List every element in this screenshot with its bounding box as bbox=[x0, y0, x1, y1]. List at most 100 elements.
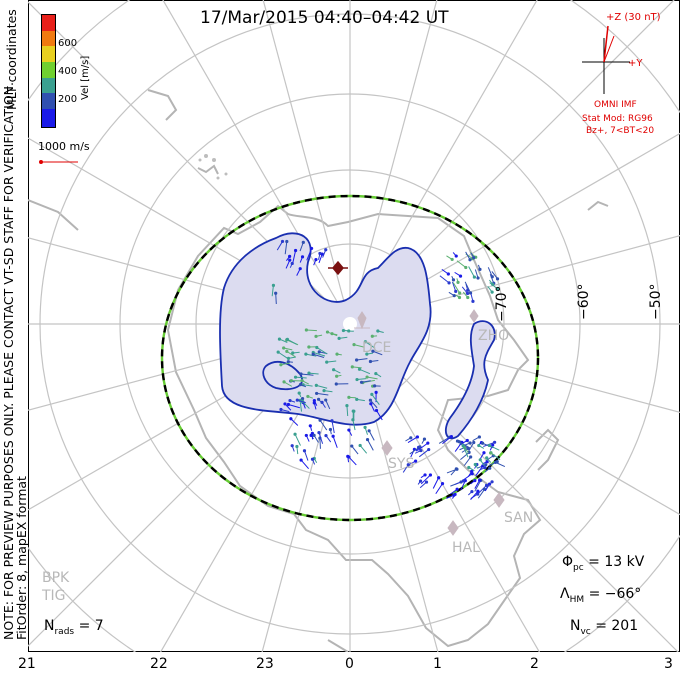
vector-line bbox=[470, 490, 479, 500]
lat-label-50: −50° bbox=[648, 283, 664, 320]
vector-line bbox=[452, 494, 456, 499]
vector-line bbox=[299, 400, 303, 412]
colorbar-title: Vel [m/s] bbox=[80, 55, 91, 100]
vector-line bbox=[446, 255, 453, 260]
vector-line bbox=[372, 350, 383, 356]
vector-line bbox=[302, 402, 306, 409]
stat-n-rads-value: = 7 bbox=[78, 618, 104, 634]
vector-line bbox=[289, 263, 293, 268]
vector-line bbox=[276, 241, 283, 251]
vector-line bbox=[290, 418, 299, 426]
mlt-tick-21: 21 bbox=[18, 656, 36, 672]
vector-line bbox=[495, 461, 506, 468]
vector-line bbox=[284, 241, 288, 255]
vector-line bbox=[470, 293, 474, 302]
vector-line bbox=[366, 376, 378, 380]
vector-line bbox=[336, 374, 342, 377]
vector-line bbox=[479, 459, 485, 466]
vector-line bbox=[286, 350, 296, 358]
vector-line bbox=[489, 444, 494, 451]
vector-origin bbox=[274, 291, 278, 295]
vector-line bbox=[310, 435, 314, 440]
vector-line bbox=[303, 384, 313, 387]
mlt-meridian bbox=[349, 323, 439, 652]
vector-line bbox=[291, 445, 295, 452]
vector-line bbox=[467, 471, 473, 478]
vector-line bbox=[462, 473, 473, 481]
vector-line bbox=[301, 380, 309, 385]
mlt-meridian bbox=[349, 323, 680, 516]
coastlines bbox=[28, 89, 609, 652]
mlt-meridian bbox=[349, 234, 680, 325]
vector-line bbox=[452, 252, 457, 257]
vector-line bbox=[300, 384, 307, 388]
vector-line bbox=[323, 390, 333, 393]
vector-line bbox=[368, 430, 375, 441]
velocity-vectors bbox=[271, 239, 506, 500]
mlt-meridian bbox=[349, 132, 680, 325]
vector-line bbox=[296, 268, 301, 276]
radar-label-hal: HAL bbox=[452, 540, 480, 556]
radar-sites bbox=[354, 309, 505, 536]
stat-n-rads: Nrads = 7 bbox=[44, 618, 104, 637]
vector-line bbox=[459, 441, 471, 449]
vector-line bbox=[405, 437, 412, 442]
vector-line bbox=[482, 461, 488, 465]
vector-origin bbox=[285, 239, 289, 244]
vector-line bbox=[318, 399, 323, 404]
radar-label-bpk: BPK bbox=[42, 570, 70, 586]
vector-line bbox=[460, 451, 470, 460]
vector-line bbox=[470, 252, 475, 258]
vector-line bbox=[351, 445, 359, 455]
vector-line bbox=[468, 467, 475, 472]
vector-line bbox=[306, 329, 317, 332]
vector-line bbox=[367, 439, 374, 451]
imf-stat-model: Stat Mod: RG96 bbox=[582, 114, 653, 124]
vector-line bbox=[465, 251, 471, 261]
preview-note-line2: FitOrder: 8, mapEX format bbox=[14, 476, 29, 640]
vector-line bbox=[352, 366, 362, 369]
vector-line bbox=[325, 435, 332, 443]
colorbar-segment bbox=[42, 77, 55, 94]
vector-line bbox=[489, 274, 495, 284]
vector-line bbox=[305, 353, 317, 357]
mlt-meridian bbox=[262, 0, 351, 325]
vector-line bbox=[460, 480, 466, 491]
vector-line bbox=[315, 334, 323, 337]
imf-clock-dial bbox=[582, 25, 630, 94]
vector-line bbox=[467, 442, 475, 453]
vector-line bbox=[366, 352, 374, 355]
stat-lambda-hm: ΛHM = −66° bbox=[560, 586, 642, 605]
vector-line bbox=[455, 294, 460, 298]
mlt-meridian bbox=[349, 0, 675, 325]
vector-line bbox=[370, 359, 379, 362]
vector-line bbox=[474, 480, 482, 492]
radar-label-tig: TIG bbox=[42, 588, 66, 604]
mlt-meridian bbox=[162, 0, 351, 325]
vector-line bbox=[326, 360, 337, 363]
pole-marker bbox=[343, 317, 357, 331]
mlt-tick-23: 23 bbox=[256, 656, 274, 672]
vector-line bbox=[364, 427, 368, 435]
vector-line bbox=[478, 445, 485, 449]
vector-line bbox=[376, 410, 383, 421]
colorbar-segment bbox=[42, 46, 55, 63]
vector-line bbox=[283, 347, 293, 351]
convection-cell-dawn bbox=[444, 320, 496, 440]
vector-line bbox=[313, 259, 317, 266]
vector-line bbox=[474, 479, 481, 489]
vector-line bbox=[490, 452, 495, 456]
imf-source: OMNI IMF bbox=[594, 100, 637, 110]
vector-line bbox=[318, 253, 321, 260]
vector-line bbox=[356, 398, 365, 402]
mlt-meridian bbox=[349, 0, 438, 325]
stat-lambda-hm-value: = −66° bbox=[588, 586, 642, 602]
vector-line bbox=[280, 409, 290, 413]
vector-line bbox=[487, 285, 493, 293]
vector-line bbox=[418, 449, 430, 458]
mlt-tick-3: 3 bbox=[664, 656, 673, 672]
stat-phi-pc-value: = 13 kV bbox=[588, 554, 645, 570]
vector-line bbox=[333, 369, 341, 374]
radar-label-zho: ZHO bbox=[478, 328, 510, 344]
islands bbox=[198, 154, 228, 180]
